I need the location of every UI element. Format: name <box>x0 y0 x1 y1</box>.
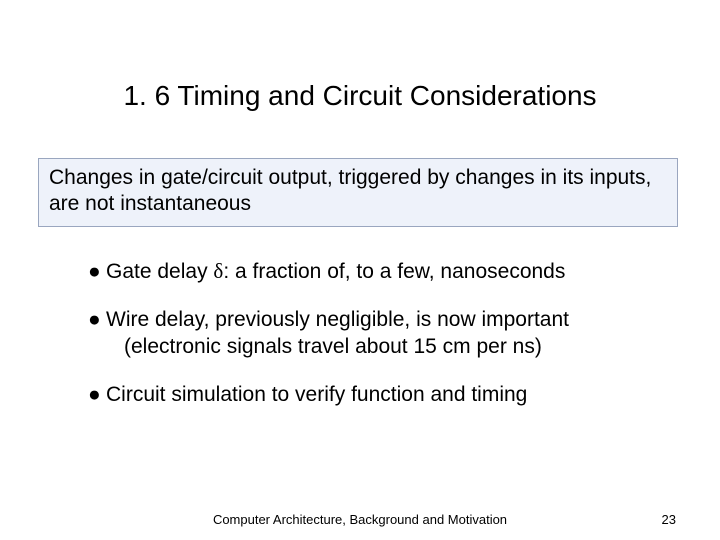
slide-title: 1. 6 Timing and Circuit Considerations <box>0 80 720 112</box>
delta-symbol: δ <box>213 259 223 283</box>
bullet-text: Circuit simulation to verify function an… <box>106 383 527 406</box>
bullet-subtext: (electronic signals travel about 15 cm p… <box>106 334 658 360</box>
intro-callout: Changes in gate/circuit output, triggere… <box>38 158 678 227</box>
bullet-text-post: : a fraction of, to a few, nanoseconds <box>223 260 565 283</box>
bullet-item: ●Gate delay δ: a fraction of, to a few, … <box>88 258 658 285</box>
slide: 1. 6 Timing and Circuit Considerations C… <box>0 0 720 540</box>
bullet-list: ●Gate delay δ: a fraction of, to a few, … <box>88 258 658 430</box>
footer-title: Computer Architecture, Background and Mo… <box>0 512 720 527</box>
page-number: 23 <box>662 512 676 527</box>
bullet-item: ●Wire delay, previously negligible, is n… <box>88 307 658 360</box>
bullet-icon: ● <box>88 259 106 285</box>
bullet-icon: ● <box>88 307 106 333</box>
bullet-text: Wire delay, previously negligible, is no… <box>106 308 569 331</box>
bullet-item: ●Circuit simulation to verify function a… <box>88 382 658 408</box>
bullet-icon: ● <box>88 382 106 408</box>
bullet-text-pre: Gate delay <box>106 260 213 283</box>
